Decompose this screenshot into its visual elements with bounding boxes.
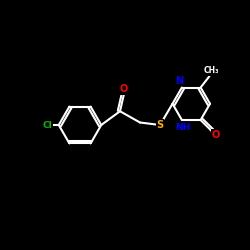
Text: Cl: Cl (42, 120, 52, 130)
Text: S: S (156, 120, 164, 130)
Text: O: O (212, 130, 220, 140)
Text: N: N (175, 76, 184, 86)
Text: O: O (120, 84, 128, 94)
Text: NH: NH (176, 123, 191, 132)
Text: CH₃: CH₃ (204, 66, 220, 75)
